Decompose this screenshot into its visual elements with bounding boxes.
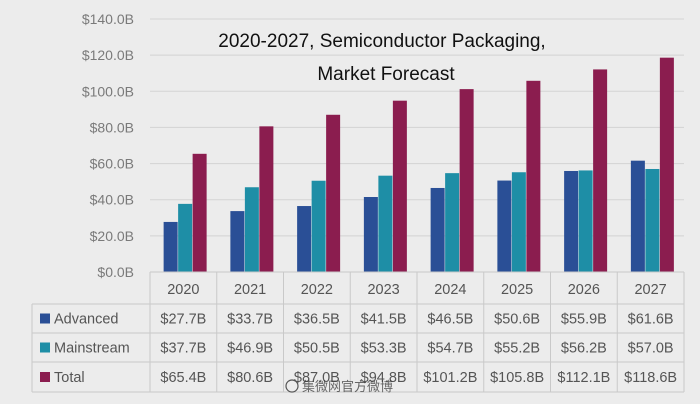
legend-label-total: Total [54,370,85,386]
y-axis-ticks: $0.0B $20.0B $40.0B $60.0B $80.0B $100.0B $120… [82,11,134,280]
data-table: 2020 2021 2022 2023 2024 2025 2026 2027 Advanced… [31,271,685,393]
data-label: $56.2B [561,341,607,357]
bar-total-2025 [526,80,541,272]
bar-advanced-2022 [297,206,312,272]
y-tick-label: $60.0B [90,156,134,172]
x-tick-label: 2025 [501,282,533,298]
data-label: $27.7B [160,312,206,328]
x-tick-label: 2021 [234,282,266,298]
bar-mainstream-2022 [311,180,326,272]
bar-advanced-2023 [363,197,378,272]
bar-mainstream-2021 [244,187,259,272]
bar-total-2022 [326,114,341,273]
data-label: $118.6B [624,370,677,386]
bar-total-2024 [459,89,474,272]
x-tick-label: 2023 [367,282,399,298]
bar-mainstream-2024 [445,173,460,272]
bar-advanced-2027 [630,160,645,272]
bar-mainstream-2020 [178,203,193,272]
data-label: $46.5B [427,312,473,328]
bar-total-2020 [192,153,207,272]
x-tick-label: 2027 [634,282,666,298]
bar-mainstream-2025 [511,172,526,272]
data-label: $50.6B [494,312,540,328]
data-label: $112.1B [557,370,610,386]
weibo-icon [285,379,299,393]
data-label: $36.5B [294,312,340,328]
data-label: $65.4B [160,370,206,386]
bar-mainstream-2026 [578,170,593,272]
data-label: $61.6B [628,312,674,328]
bar-total-2023 [392,100,407,272]
data-label: $41.5B [361,312,407,328]
bar-advanced-2025 [497,180,512,272]
data-label: $37.7B [160,341,206,357]
bar-total-2027 [659,57,674,273]
bar-mainstream-2027 [645,168,660,272]
bar-total-2021 [259,126,274,272]
y-tick-label: $140.0B [82,11,134,27]
watermark-text: 集微网官方微博 [302,379,393,395]
x-tick-label: 2026 [568,282,600,298]
data-label: $53.3B [361,341,407,357]
x-tick-label: 2020 [167,282,199,298]
data-label: $105.8B [490,370,544,386]
bar-total-2026 [593,69,608,273]
data-label: $33.7B [227,312,273,328]
data-label: $101.2B [423,370,477,386]
legend-swatch-mainstream [40,342,50,353]
x-tick-label: 2024 [434,282,466,298]
legend-swatch-total [40,372,50,382]
bars [163,57,674,273]
data-label: $94.8B [361,370,407,386]
y-tick-label: $20.0B [90,228,134,244]
bar-advanced-2020 [163,221,178,272]
legend-label-advanced: Advanced [54,312,119,328]
bar-advanced-2024 [430,187,445,272]
data-label: $57.0B [628,341,674,357]
y-tick-label: $0.0B [97,264,134,280]
x-tick-label: 2022 [301,282,333,298]
data-label: $46.9B [227,341,273,357]
bar-mainstream-2023 [378,175,393,272]
data-label: $55.2B [494,341,540,357]
y-tick-label: $100.0B [82,83,134,99]
bar-advanced-2026 [564,170,579,272]
y-tick-label: $40.0B [90,192,134,208]
y-tick-label: $80.0B [90,119,134,135]
legend-swatch-advanced [40,313,50,324]
watermark: 集微网官方微博 [285,379,393,395]
chart-title-line-2: Market Forecast [317,64,455,85]
data-label: $54.7B [427,341,473,357]
data-label: $80.6B [227,370,273,386]
y-tick-label: $120.0B [82,47,134,63]
legend-label-mainstream: Mainstream [54,341,130,357]
chart-title-line-1: 2020-2027, Semiconductor Packaging, [218,31,545,52]
data-label: $50.5B [294,341,340,357]
data-label: $87.0B [294,370,340,386]
data-label: $55.9B [561,312,607,328]
bar-advanced-2021 [230,211,245,272]
